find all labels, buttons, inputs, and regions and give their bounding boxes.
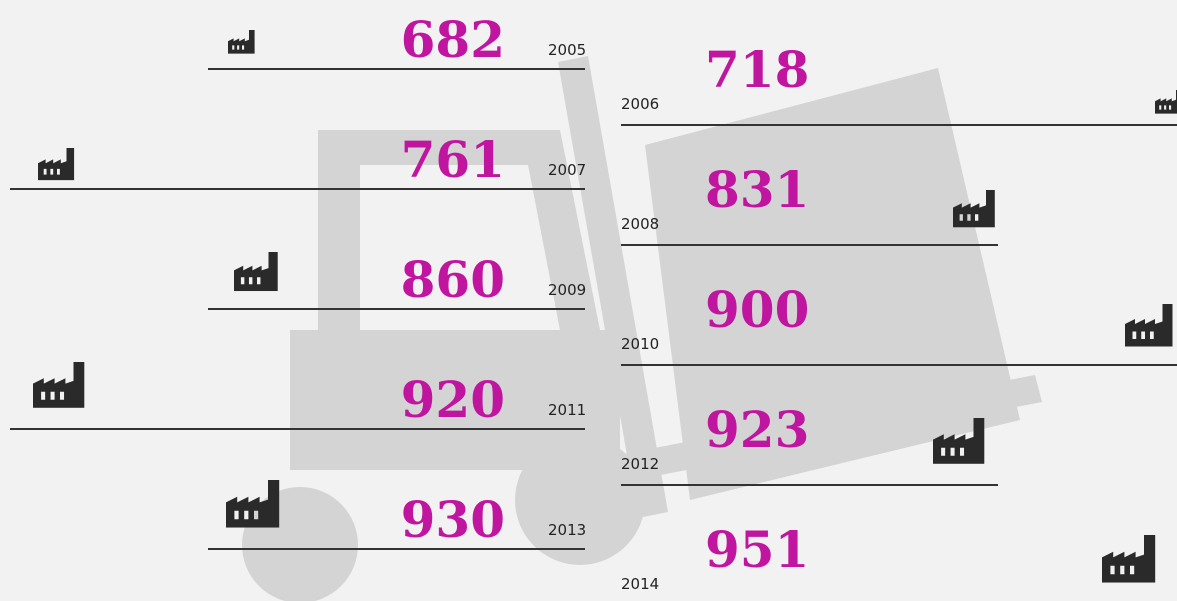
entry: 761 2007 <box>10 130 586 189</box>
value: 900 <box>705 280 809 339</box>
year: 2009 <box>548 281 586 299</box>
value: 831 <box>705 160 809 219</box>
factory-icon <box>1155 90 1177 114</box>
value: 718 <box>705 40 809 99</box>
year: 2011 <box>548 401 586 419</box>
value: 682 <box>401 10 505 69</box>
infographic: 682 2005 2006 718 761 2007 2008 831 860 2009 2010 9… <box>0 0 1177 601</box>
year: 2007 <box>548 161 586 179</box>
factory-icon <box>1102 535 1155 583</box>
value: 920 <box>401 370 505 429</box>
entry: 860 2009 <box>208 250 586 309</box>
year: 2014 <box>621 575 659 593</box>
value: 923 <box>705 400 809 459</box>
factory-icon <box>1125 304 1173 347</box>
year: 2006 <box>621 95 659 113</box>
value: 951 <box>705 520 809 579</box>
factory-icon <box>234 252 278 291</box>
value: 860 <box>401 250 505 309</box>
factory-icon <box>38 148 74 180</box>
year: 2005 <box>548 41 586 59</box>
factory-icon <box>33 362 84 408</box>
value: 930 <box>401 490 505 549</box>
year: 2008 <box>621 215 659 233</box>
entry: 2014 951 <box>621 520 1177 601</box>
year: 2013 <box>548 521 586 539</box>
year: 2010 <box>621 335 659 353</box>
forklift <box>242 56 1042 601</box>
factory-icon <box>228 30 255 54</box>
entry: 682 2005 <box>208 10 586 69</box>
year: 2012 <box>621 455 659 473</box>
factory-icon <box>226 480 279 528</box>
value: 761 <box>401 130 505 189</box>
